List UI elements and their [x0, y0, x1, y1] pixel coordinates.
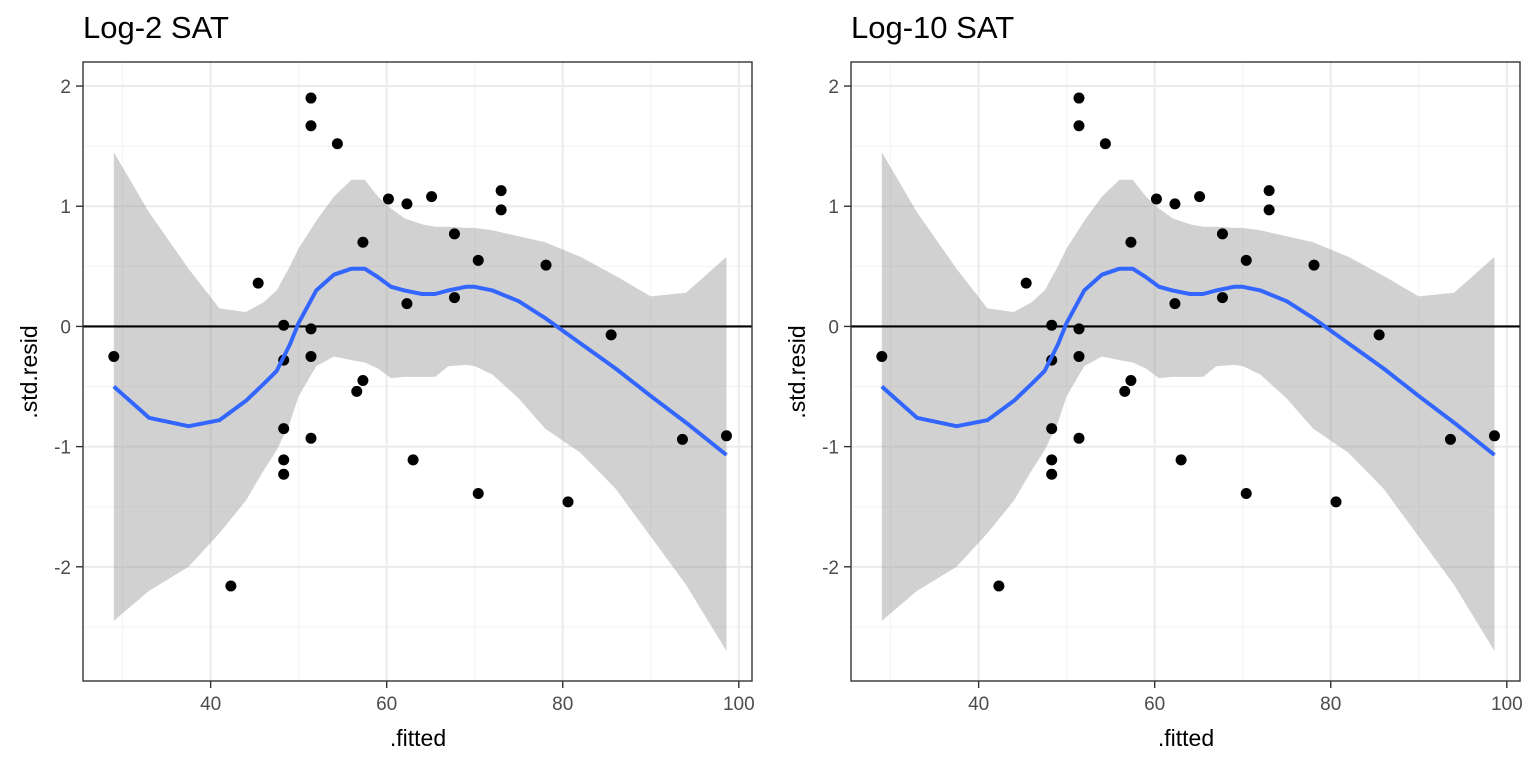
data-point — [401, 298, 412, 309]
data-point — [305, 120, 316, 131]
data-point — [1119, 386, 1130, 397]
y-axis-label: .std.resid — [16, 325, 42, 418]
x-tick-label: 40 — [200, 694, 221, 715]
data-point — [1073, 433, 1084, 444]
data-point — [225, 581, 236, 592]
data-point — [1021, 278, 1032, 289]
data-point — [426, 191, 437, 202]
y-tick-label: 0 — [828, 317, 839, 338]
data-point — [253, 278, 264, 289]
data-point — [305, 433, 316, 444]
y-axis-label: .std.resid — [784, 325, 810, 418]
y-tick-label: 1 — [828, 197, 839, 218]
confidence-ribbon — [882, 152, 1495, 651]
data-point — [1046, 320, 1057, 331]
data-point — [496, 185, 507, 196]
x-tick-label: 60 — [376, 694, 397, 715]
data-point — [721, 430, 732, 441]
data-point — [473, 255, 484, 266]
data-point — [383, 194, 394, 205]
x-tick-label: 80 — [1320, 694, 1341, 715]
panel-title: Log-10 SAT — [851, 10, 1014, 45]
data-point — [473, 488, 484, 499]
data-point — [677, 434, 688, 445]
data-point — [1217, 292, 1228, 303]
x-tick-label: 80 — [552, 694, 573, 715]
data-point — [357, 237, 368, 248]
data-point — [993, 581, 1004, 592]
data-point — [1217, 228, 1228, 239]
x-tick-label: 40 — [968, 694, 989, 715]
data-point — [332, 138, 343, 149]
data-point — [305, 323, 316, 334]
x-axis-label: .fitted — [390, 725, 446, 751]
data-point — [606, 329, 617, 340]
panel-title: Log-2 SAT — [83, 10, 229, 45]
data-point — [1073, 323, 1084, 334]
y-tick-label: -1 — [54, 438, 71, 459]
confidence-ribbon — [114, 152, 727, 651]
y-tick-label: 2 — [828, 77, 839, 98]
data-point — [563, 496, 574, 507]
data-point — [1489, 430, 1500, 441]
x-tick-label: 60 — [1144, 694, 1165, 715]
data-point — [278, 469, 289, 480]
data-point — [1169, 198, 1180, 209]
data-point — [1073, 120, 1084, 131]
data-point — [1241, 255, 1252, 266]
data-point — [1309, 260, 1320, 271]
data-point — [1331, 496, 1342, 507]
y-tick-label: 2 — [60, 77, 71, 98]
data-point — [1073, 93, 1084, 104]
data-point — [357, 375, 368, 386]
y-tick-label: -2 — [54, 558, 71, 579]
data-point — [1374, 329, 1385, 340]
data-point — [1264, 185, 1275, 196]
data-point — [1176, 454, 1187, 465]
y-tick-label: 0 — [60, 317, 71, 338]
data-point — [305, 351, 316, 362]
data-point — [1073, 351, 1084, 362]
data-point — [108, 351, 119, 362]
x-tick-label: 100 — [1491, 694, 1523, 715]
right-panel: Log-10 SAT .std.resid .fitted 40 60 80 100 -… — [784, 10, 1523, 751]
data-point — [278, 423, 289, 434]
data-point — [1125, 237, 1136, 248]
data-point — [1241, 488, 1252, 499]
data-point — [1046, 423, 1057, 434]
data-point — [351, 386, 362, 397]
data-point — [1194, 191, 1205, 202]
data-point — [278, 454, 289, 465]
x-tick-label: 100 — [723, 694, 755, 715]
y-tick-label: -2 — [822, 558, 839, 579]
data-point — [401, 198, 412, 209]
data-point — [496, 204, 507, 215]
data-point — [449, 228, 460, 239]
data-point — [1100, 138, 1111, 149]
data-point — [541, 260, 552, 271]
x-axis-label: .fitted — [1158, 725, 1214, 751]
data-point — [876, 351, 887, 362]
y-tick-label: -1 — [822, 438, 839, 459]
data-point — [278, 320, 289, 331]
left-panel: Log-2 SAT .std.resid .fitted 40 60 80 100 -2… — [16, 10, 755, 751]
y-tick-label: 1 — [60, 197, 71, 218]
data-point — [408, 454, 419, 465]
plot-area: 40 60 80 100 -2 -1 0 1 2 — [822, 62, 1523, 715]
data-point — [1046, 454, 1057, 465]
data-point — [449, 292, 460, 303]
data-point — [305, 93, 316, 104]
plot-area: 40 60 80 100 -2 -1 0 1 2 — [54, 62, 755, 715]
data-point — [1125, 375, 1136, 386]
data-point — [1264, 204, 1275, 215]
data-point — [1151, 194, 1162, 205]
data-point — [1046, 469, 1057, 480]
data-point — [1445, 434, 1456, 445]
data-point — [1169, 298, 1180, 309]
